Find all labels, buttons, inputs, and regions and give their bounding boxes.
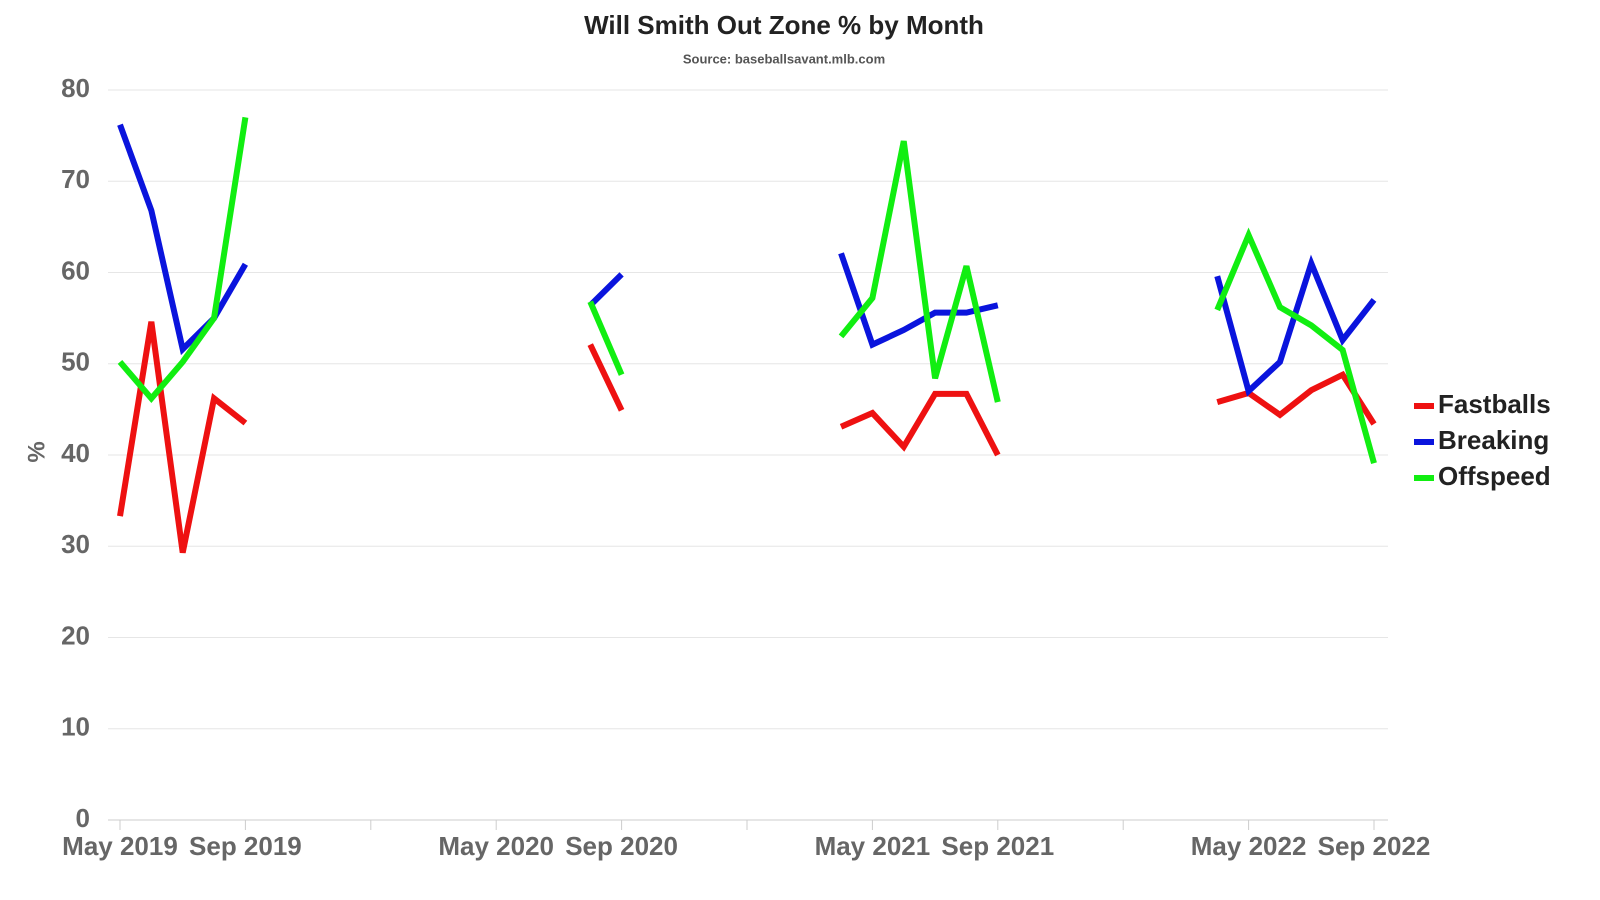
x-tick-label: May 2022 xyxy=(1191,831,1307,861)
legend-label: Breaking xyxy=(1438,425,1549,455)
chart-title: Will Smith Out Zone % by Month xyxy=(584,10,984,40)
chart-subtitle: Source: baseballsavant.mlb.com xyxy=(683,51,885,66)
series-line xyxy=(117,123,1377,397)
y-tick-label: 60 xyxy=(61,255,90,285)
series-line xyxy=(117,321,1377,554)
y-tick-label: 20 xyxy=(61,620,90,650)
series-line xyxy=(117,116,1377,465)
x-tick-label: Sep 2022 xyxy=(1318,831,1431,861)
legend-label: Offspeed xyxy=(1438,461,1551,491)
legend-label: Fastballs xyxy=(1438,389,1551,419)
y-tick-label: 50 xyxy=(61,347,90,377)
x-tick-label: Sep 2019 xyxy=(189,831,302,861)
x-tick-label: May 2021 xyxy=(815,831,931,861)
y-tick-label: 10 xyxy=(61,712,90,742)
x-tick-label: Sep 2020 xyxy=(565,831,678,861)
x-tick-label: Sep 2021 xyxy=(941,831,1054,861)
y-axis-label: % xyxy=(23,441,50,462)
y-tick-label: 40 xyxy=(61,438,90,468)
y-tick-label: 70 xyxy=(61,164,90,194)
x-tick-label: May 2019 xyxy=(62,831,178,861)
y-tick-label: 80 xyxy=(61,73,90,103)
y-tick-label: 30 xyxy=(61,529,90,559)
y-tick-label: 0 xyxy=(76,803,90,833)
x-tick-label: May 2020 xyxy=(438,831,554,861)
